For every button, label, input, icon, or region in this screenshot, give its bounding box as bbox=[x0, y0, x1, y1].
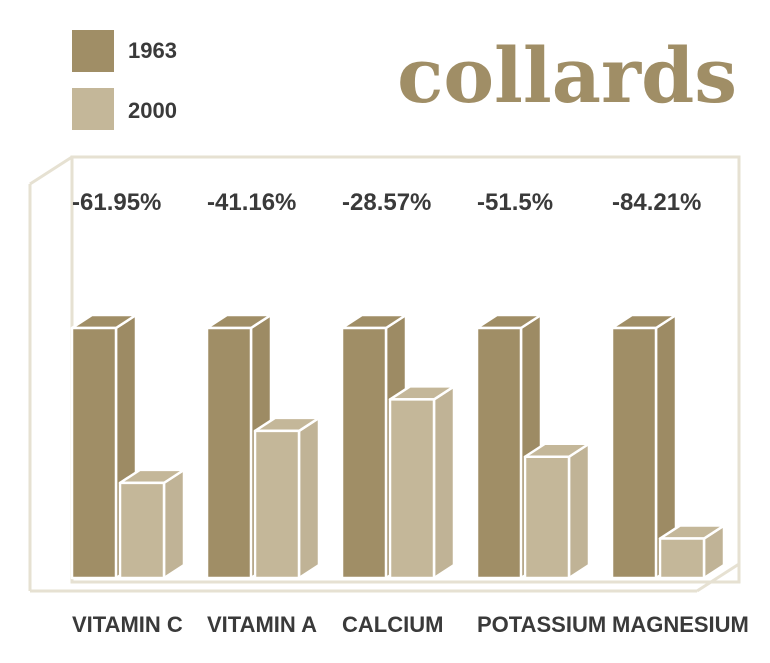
bar-potassium-2000-front bbox=[523, 455, 571, 580]
change-label-potassium: -51.5% bbox=[477, 189, 553, 216]
change-label-vitamin-c: -61.95% bbox=[72, 189, 161, 216]
bar-calcium-2000 bbox=[388, 385, 456, 580]
bar-vitamin-c-2000-side bbox=[162, 468, 186, 580]
category-label-vitamin-a: VITAMIN A bbox=[207, 612, 317, 637]
bar-magnesium-1963-front bbox=[610, 326, 658, 580]
category-labels: VITAMIN C VITAMIN A CALCIUM POTASSIUM MAGNES… bbox=[72, 612, 749, 637]
category-label-vitamin-c: VITAMIN C bbox=[72, 612, 183, 637]
bar-potassium-1963-front bbox=[475, 326, 523, 580]
legend-label-1963: 1963 bbox=[128, 38, 177, 63]
bar-vitamin-a-2000-side bbox=[297, 416, 321, 580]
chart-title: collards bbox=[397, 31, 737, 120]
bar-calcium-2000-front bbox=[388, 398, 436, 580]
bar-vitamin-a-2000 bbox=[253, 416, 321, 580]
bar-magnesium-2000 bbox=[658, 524, 726, 580]
bar-calcium-2000-side bbox=[432, 385, 456, 580]
bar-vitamin-c-1963-front bbox=[70, 326, 118, 580]
frame-bottom-right-edge bbox=[696, 562, 740, 593]
frame-top-left-edge bbox=[29, 155, 73, 186]
bar-vitamin-a-2000-front bbox=[253, 429, 301, 580]
percentage-labels: -61.95% -41.16% -28.57% -51.5% -84.21% bbox=[72, 189, 701, 216]
change-label-vitamin-a: -41.16% bbox=[207, 189, 296, 216]
legend-swatch-2000 bbox=[72, 88, 114, 130]
bar-magnesium-1963 bbox=[610, 313, 678, 580]
legend: 1963 2000 bbox=[72, 30, 177, 130]
category-label-calcium: CALCIUM bbox=[342, 612, 443, 637]
category-label-potassium: POTASSIUM bbox=[477, 612, 606, 637]
bar-vitamin-a-1963-front bbox=[205, 326, 253, 580]
legend-item-1963: 1963 bbox=[72, 30, 177, 72]
bar-vitamin-c-2000-front bbox=[118, 481, 166, 580]
legend-label-2000: 2000 bbox=[128, 98, 177, 123]
bar-potassium-2000-side bbox=[567, 442, 591, 580]
bar-potassium-2000 bbox=[523, 442, 591, 580]
bar-magnesium-2000-front bbox=[658, 537, 706, 580]
bar-vitamin-c-2000 bbox=[118, 468, 186, 580]
change-label-calcium: -28.57% bbox=[342, 189, 431, 216]
bars-layer bbox=[70, 313, 726, 580]
change-label-magnesium: -84.21% bbox=[612, 189, 701, 216]
bar-vitamin-c-1963 bbox=[70, 313, 138, 580]
legend-swatch-1963 bbox=[72, 30, 114, 72]
bar-calcium-1963-front bbox=[340, 326, 388, 580]
category-label-magnesium: MAGNESIUM bbox=[612, 612, 749, 637]
legend-item-2000: 2000 bbox=[72, 88, 177, 130]
